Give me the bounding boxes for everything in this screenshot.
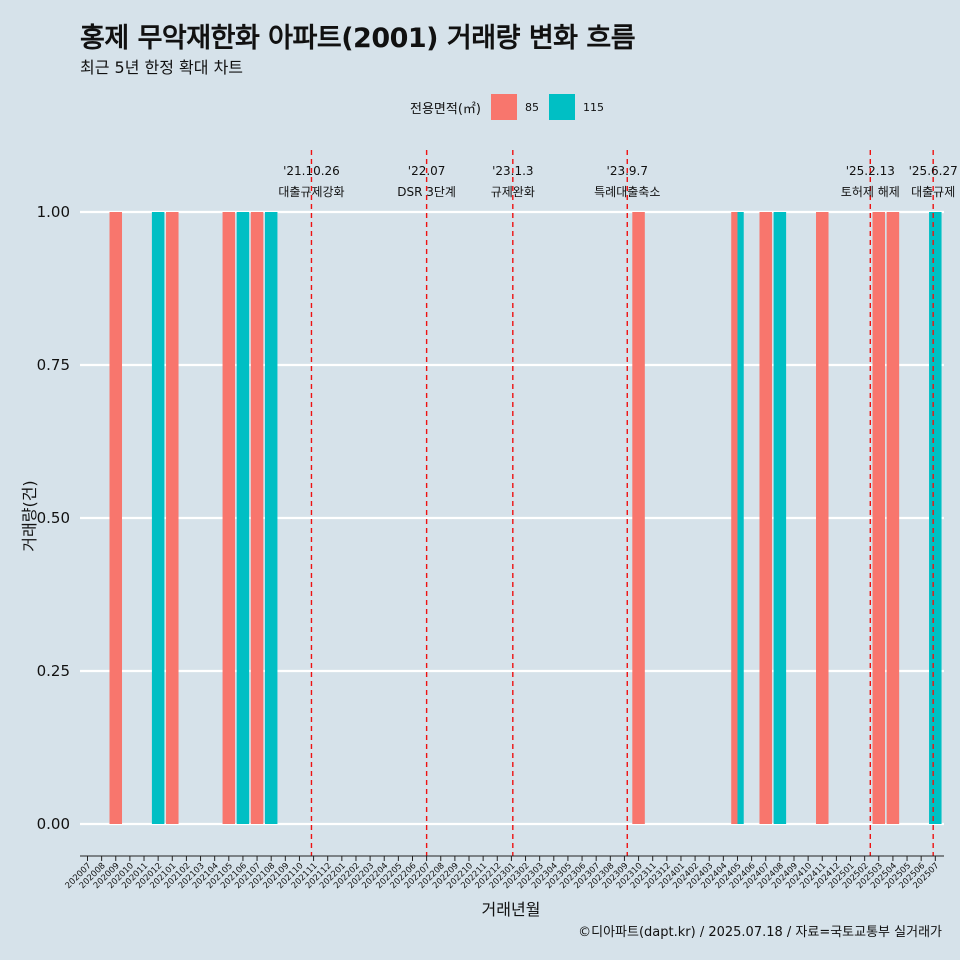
bar-85 (250, 212, 264, 824)
bar-85 (632, 212, 645, 824)
legend: 전용면적(㎡) 85 115 (410, 92, 614, 122)
y-tick-label: 0.75 (37, 356, 70, 374)
bar-115 (151, 212, 165, 824)
bar-85 (759, 212, 772, 824)
legend-label-85: 85 (524, 100, 539, 114)
bar-85 (222, 212, 236, 824)
chart-subtitle: 최근 5년 한정 확대 차트 (80, 58, 244, 77)
bar-85 (872, 212, 886, 824)
bar-85 (109, 212, 123, 824)
bar-115 (264, 212, 278, 824)
legend-label-115: 115 (582, 100, 604, 114)
x-axis-label: 거래년월 (481, 900, 541, 919)
bar-115 (773, 212, 787, 824)
bar-85 (166, 212, 179, 824)
chart-title: 홍제 무악재한화 아파트(2001) 거래량 변화 흐름 (80, 23, 636, 54)
y-tick-label: 0.50 (37, 509, 70, 527)
legend-title: 전용면적(㎡) (410, 101, 481, 117)
bar-85 (816, 212, 829, 824)
event-date: '25.6.27 (909, 164, 958, 178)
bar-115 (737, 212, 744, 824)
event-date: '23.9.7 (607, 164, 648, 178)
event-label: 특례대출축소 (594, 185, 660, 199)
bar-115 (236, 212, 250, 824)
event-date: '25.2.13 (846, 164, 895, 178)
event-label: DSR 3단계 (397, 185, 456, 199)
event-label: 규제완화 (491, 185, 535, 199)
legend-key-115 (548, 94, 575, 120)
caption: ©디아파트(dapt.kr) / 2025.07.18 / 자료=국토교통부 실… (578, 925, 942, 940)
event-date: '23.1.3 (492, 164, 533, 178)
bar-85 (731, 212, 738, 824)
legend-key-85 (490, 94, 517, 120)
event-label: 대출규제강화 (278, 185, 344, 199)
y-axis-label: 거래량(건) (20, 480, 39, 552)
event-date: '21.10.26 (283, 164, 340, 178)
event-label: 대출규제 (911, 185, 955, 199)
event-date: '22.07 (408, 164, 446, 178)
y-tick-label: 1.00 (37, 203, 70, 221)
bar-115 (929, 212, 942, 824)
event-label: 토허제 해제 (841, 185, 900, 199)
y-tick-label: 0.25 (37, 662, 70, 680)
bar-85 (886, 212, 900, 824)
y-tick-label: 0.00 (37, 815, 70, 833)
